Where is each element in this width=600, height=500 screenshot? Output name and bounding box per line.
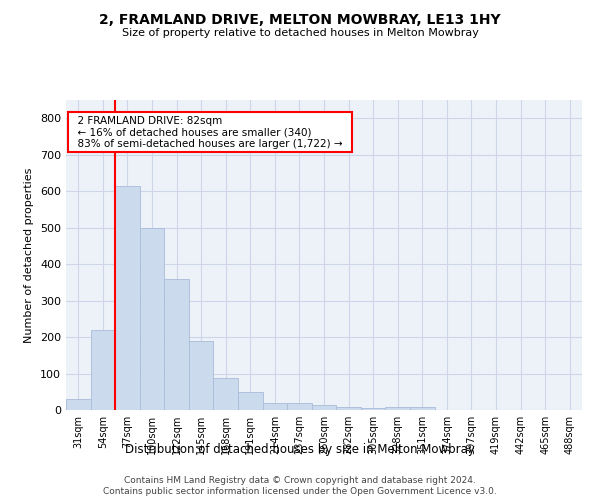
Bar [410, 408, 434, 410]
Text: Contains public sector information licensed under the Open Government Licence v3: Contains public sector information licen… [103, 488, 497, 496]
Bar [189, 342, 214, 410]
Bar [140, 228, 164, 410]
Bar [312, 406, 336, 410]
Bar [336, 407, 361, 410]
Text: 2, FRAMLAND DRIVE, MELTON MOWBRAY, LE13 1HY: 2, FRAMLAND DRIVE, MELTON MOWBRAY, LE13 … [99, 12, 501, 26]
Bar [115, 186, 140, 410]
Text: Contains HM Land Registry data © Crown copyright and database right 2024.: Contains HM Land Registry data © Crown c… [124, 476, 476, 485]
Bar [66, 399, 91, 410]
Bar [91, 330, 115, 410]
Y-axis label: Number of detached properties: Number of detached properties [25, 168, 34, 342]
Bar [164, 280, 189, 410]
Text: Size of property relative to detached houses in Melton Mowbray: Size of property relative to detached ho… [122, 28, 478, 38]
Bar [385, 407, 410, 410]
Bar [287, 404, 312, 410]
Bar [361, 408, 385, 410]
Bar [263, 404, 287, 410]
Text: 2 FRAMLAND DRIVE: 82sqm  
  ← 16% of detached houses are smaller (340)  
  83% o: 2 FRAMLAND DRIVE: 82sqm ← 16% of detache… [71, 116, 349, 148]
Text: Distribution of detached houses by size in Melton Mowbray: Distribution of detached houses by size … [125, 442, 475, 456]
Bar [214, 378, 238, 410]
Bar [238, 392, 263, 410]
